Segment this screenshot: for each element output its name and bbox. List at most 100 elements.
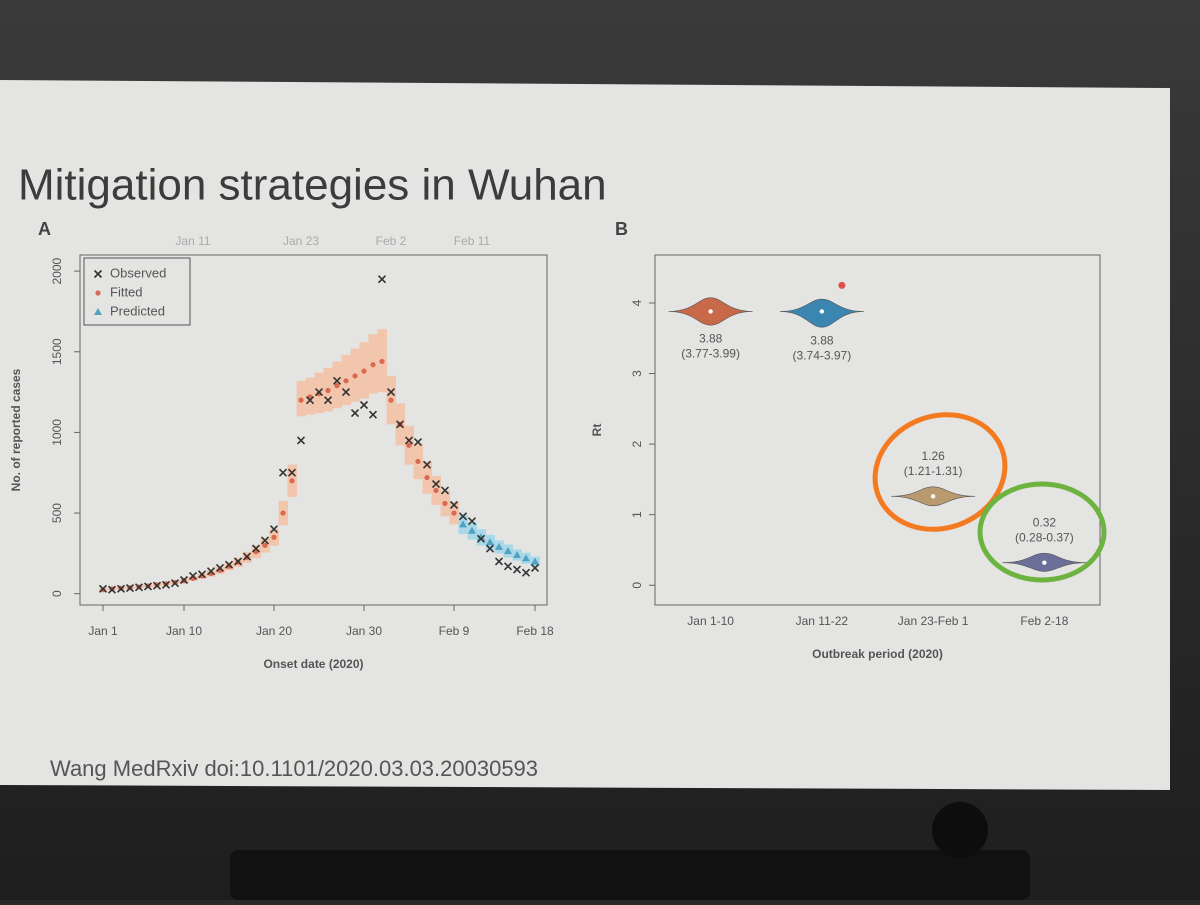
predicted-point bbox=[495, 542, 503, 550]
top-date-label: Jan 23 bbox=[283, 234, 319, 248]
citation: Wang MedRxiv doi:10.1101/2020.03.03.2003… bbox=[50, 756, 538, 781]
observed-point bbox=[530, 563, 540, 572]
observed-point bbox=[188, 571, 198, 581]
observed-point bbox=[503, 562, 513, 571]
observed-point bbox=[485, 544, 495, 553]
fitted-point bbox=[298, 397, 304, 403]
observed-point bbox=[152, 581, 162, 590]
ci-label: (3.77-3.99) bbox=[681, 346, 740, 360]
legend-box bbox=[83, 257, 191, 326]
predicted-point bbox=[477, 533, 485, 541]
observed-point bbox=[413, 438, 423, 447]
value-label: 3.88 bbox=[699, 331, 723, 345]
y-tick-label: 3 bbox=[630, 370, 644, 377]
observed-point bbox=[314, 388, 324, 397]
observed-point bbox=[233, 557, 243, 566]
annotation-circle-orange bbox=[872, 412, 1008, 532]
observed-point bbox=[359, 400, 369, 410]
observed-point bbox=[251, 544, 261, 553]
observed-point bbox=[179, 575, 189, 585]
x-tick-label: Jan 11-22 bbox=[796, 614, 849, 628]
top-date-label: Feb 11 bbox=[454, 234, 491, 248]
x-axis-label: Outbreak period (2020) bbox=[812, 647, 943, 661]
x-axis-label: Onset date (2020) bbox=[263, 657, 363, 671]
legend-label: Predicted bbox=[110, 303, 165, 318]
observed-point bbox=[512, 565, 522, 574]
y-tick-label: 4 bbox=[630, 299, 644, 306]
observed-point bbox=[107, 585, 117, 594]
x-tick-label: Jan 1 bbox=[88, 624, 118, 638]
fitted-point bbox=[334, 383, 340, 389]
x-tick-label: Feb 2-18 bbox=[1020, 614, 1068, 628]
observed-point bbox=[350, 408, 360, 418]
median-dot bbox=[1042, 560, 1047, 565]
fitted-point bbox=[415, 458, 421, 465]
observed-point bbox=[98, 584, 108, 593]
y-tick-label: 2 bbox=[630, 440, 644, 447]
observed-point bbox=[467, 517, 477, 526]
observed-point bbox=[422, 460, 432, 469]
observed-point bbox=[404, 436, 414, 445]
observed-point bbox=[296, 436, 306, 445]
ci-label: (0.28-0.37) bbox=[1015, 530, 1074, 544]
y-tick-label: 1 bbox=[630, 511, 644, 518]
top-date-label: Jan 11 bbox=[175, 234, 210, 248]
outlier bbox=[838, 281, 846, 289]
y-tick-label: 1000 bbox=[50, 419, 64, 446]
device-knob bbox=[932, 802, 988, 858]
predicted-point bbox=[513, 551, 521, 558]
fitted-point bbox=[95, 290, 101, 296]
y-tick-label: 500 bbox=[50, 503, 64, 523]
x-tick-label: Jan 1-10 bbox=[687, 614, 734, 628]
observed-point bbox=[134, 583, 144, 592]
legend-label: Observed bbox=[110, 265, 166, 280]
predicted-point bbox=[459, 520, 467, 528]
x-tick-label: Jan 20 bbox=[256, 624, 292, 638]
x-tick-label: Feb 9 bbox=[439, 624, 470, 638]
observed-point bbox=[521, 568, 531, 577]
predicted-point bbox=[468, 526, 476, 534]
annotation-circle-green bbox=[977, 481, 1107, 583]
fitted-point bbox=[433, 487, 439, 494]
observed-point bbox=[116, 584, 126, 593]
x-tick-label: Jan 23-Feb 1 bbox=[898, 614, 969, 628]
fitted-point bbox=[424, 474, 430, 481]
observed-point bbox=[170, 579, 180, 588]
top-date-label: Feb 2 bbox=[376, 234, 407, 248]
x-tick-label: Jan 30 bbox=[346, 624, 382, 638]
median-dot bbox=[708, 309, 713, 314]
slide bbox=[0, 80, 1170, 790]
fitted-point bbox=[262, 542, 268, 548]
observed-point bbox=[224, 560, 234, 569]
fitted-point bbox=[280, 510, 286, 516]
observed-point bbox=[287, 468, 297, 477]
value-label: 1.26 bbox=[921, 449, 945, 463]
observed-point bbox=[431, 479, 441, 489]
median-dot bbox=[930, 494, 936, 499]
observed-point bbox=[269, 525, 279, 534]
predicted-point bbox=[522, 554, 530, 562]
observed-point bbox=[440, 486, 450, 495]
observed-point bbox=[494, 557, 504, 566]
observed-point bbox=[197, 570, 207, 579]
observed-point bbox=[93, 269, 103, 279]
x-tick-label: Feb 18 bbox=[516, 624, 554, 638]
x-tick-label: Jan 10 bbox=[166, 624, 202, 638]
panel-label: A bbox=[38, 219, 51, 239]
ci-label: (3.74-3.97) bbox=[793, 349, 852, 363]
value-label: 3.88 bbox=[810, 334, 834, 348]
observed-point bbox=[323, 396, 333, 405]
observed-point bbox=[161, 580, 171, 589]
fitted-point bbox=[325, 387, 331, 394]
observed-point bbox=[143, 582, 153, 591]
fitted-point bbox=[442, 500, 448, 506]
y-tick-label: 1500 bbox=[50, 338, 64, 365]
observed-point bbox=[278, 468, 288, 477]
y-axis-label: No. of reported cases bbox=[9, 368, 23, 491]
observed-point bbox=[476, 534, 486, 543]
fitted-point bbox=[289, 478, 295, 484]
plot-frame-a bbox=[79, 254, 548, 606]
observed-point bbox=[215, 563, 225, 572]
